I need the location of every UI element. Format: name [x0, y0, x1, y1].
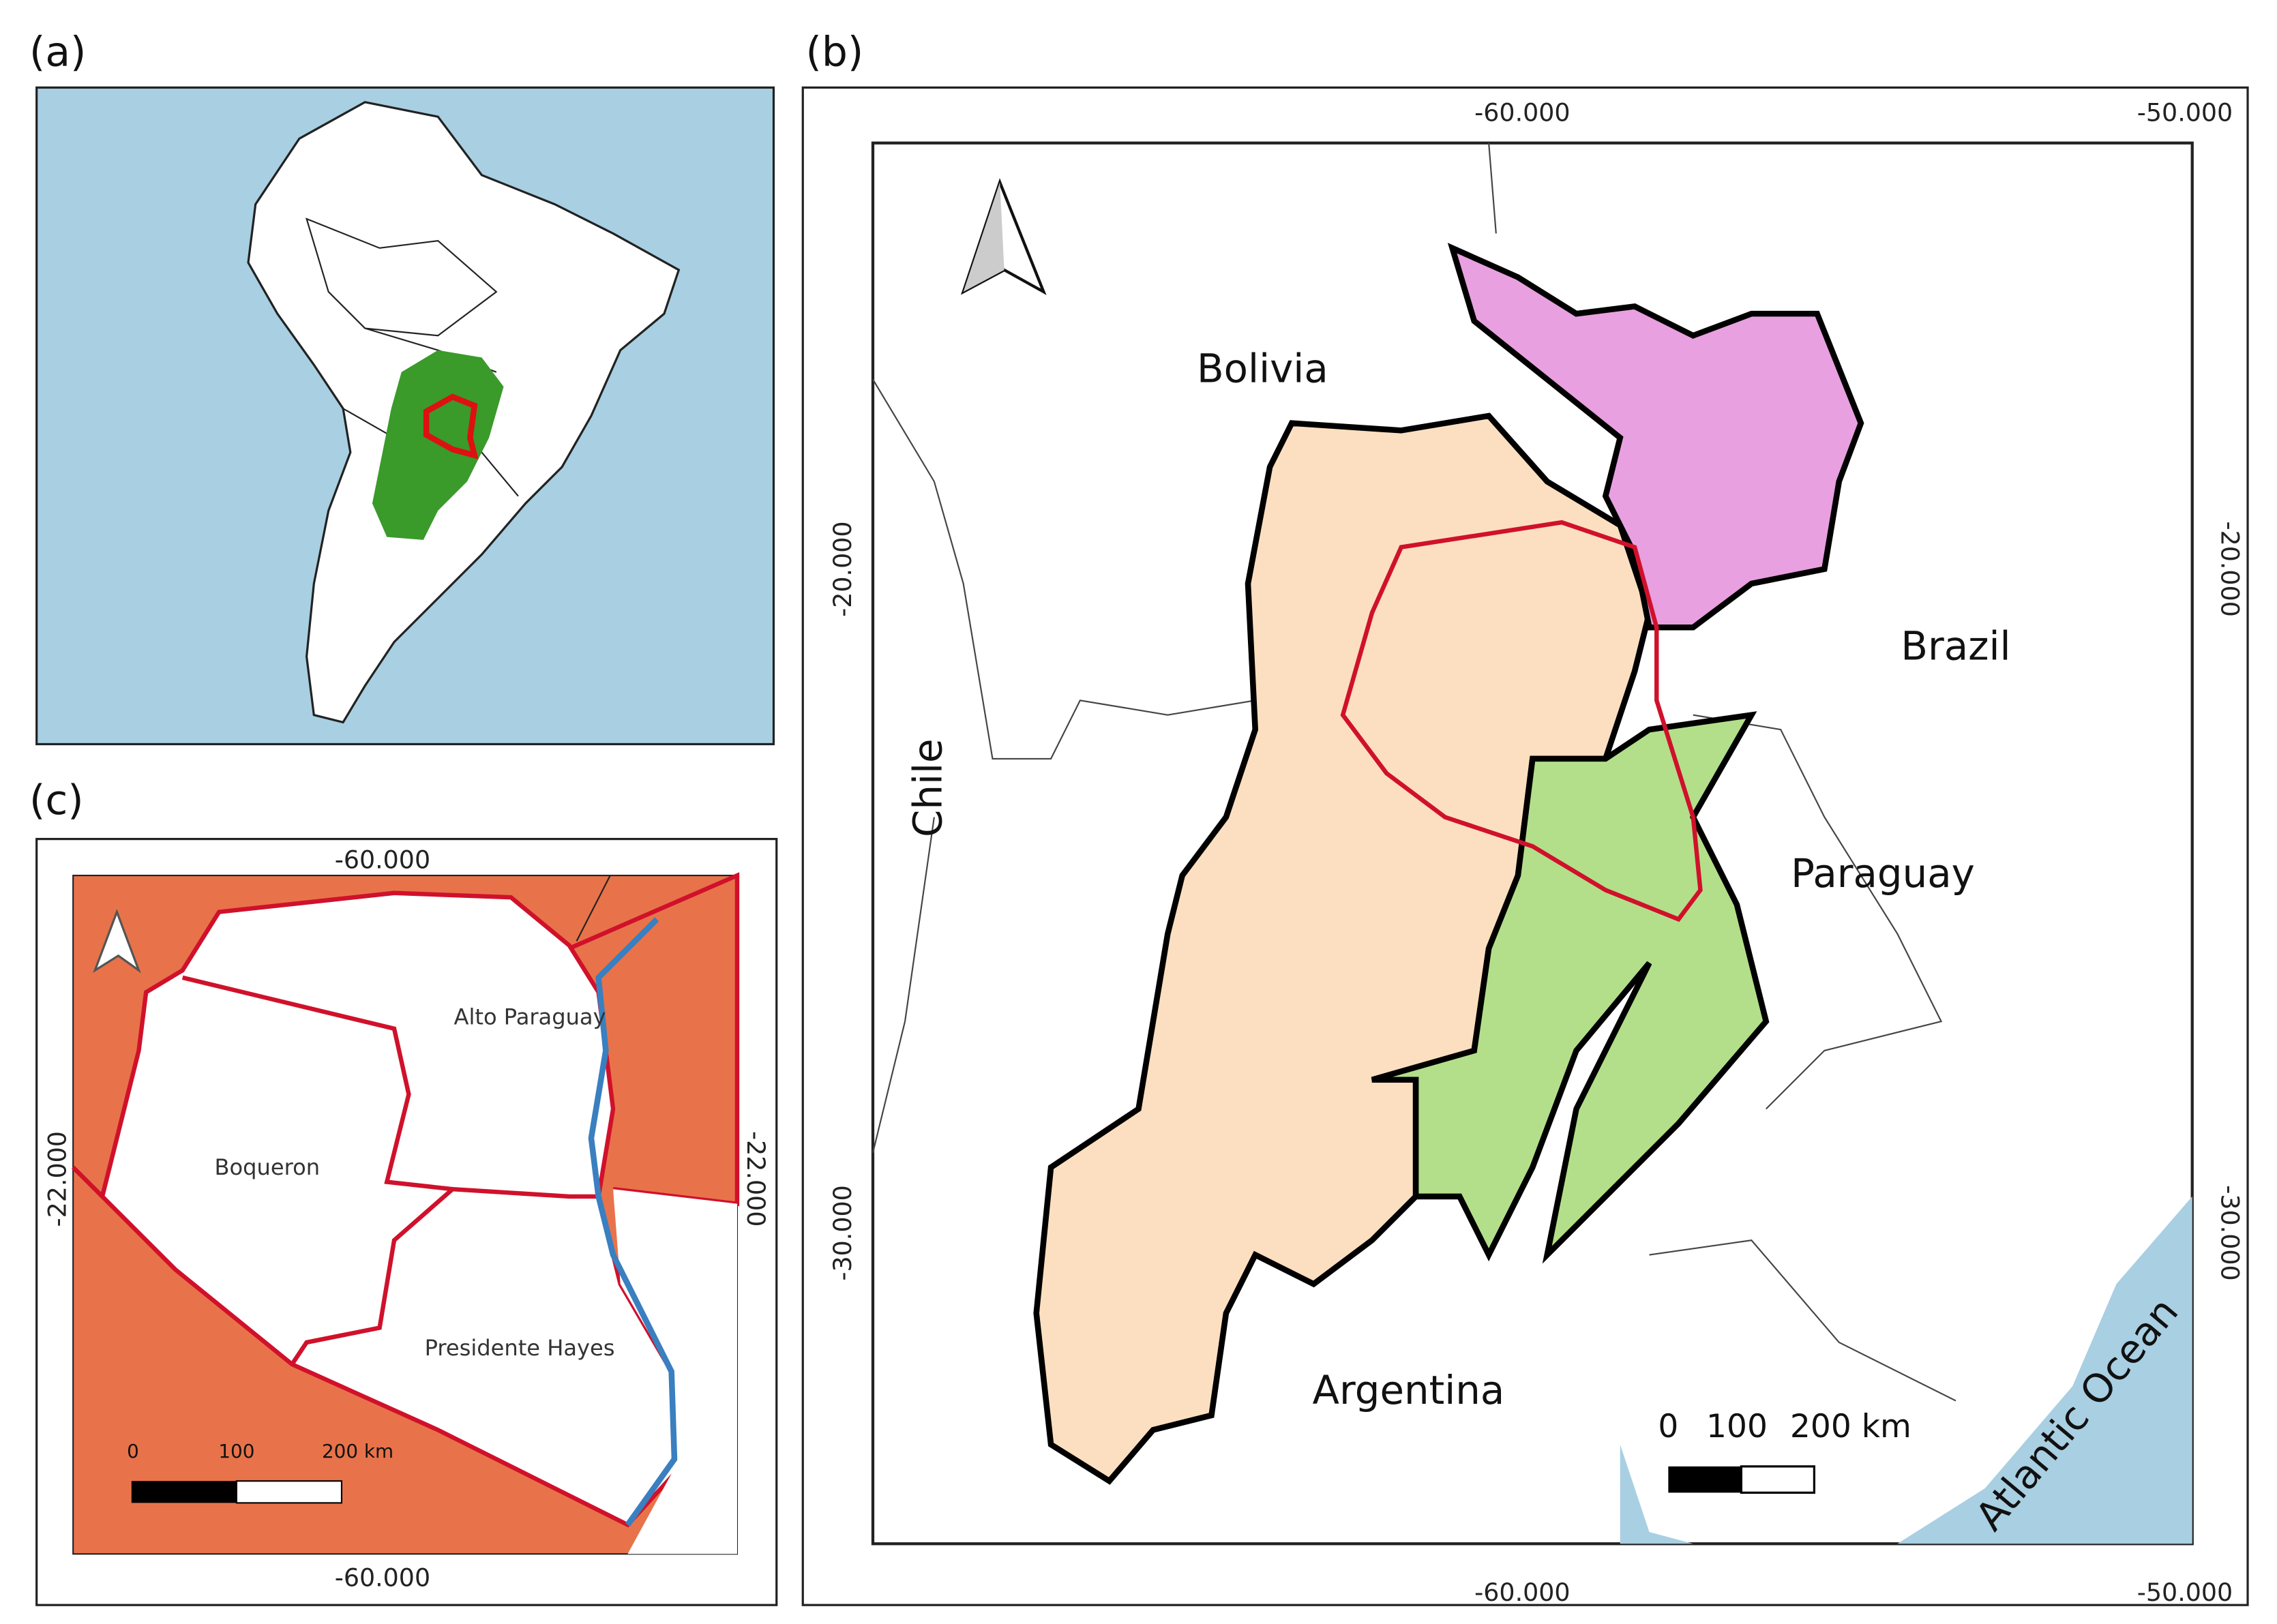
tick-label: -60.000	[1474, 1578, 1570, 1607]
scale-label: 0	[127, 1440, 139, 1462]
estuary	[1620, 1444, 1693, 1544]
tick-label: -20.000	[2216, 521, 2245, 616]
panel-b	[801, 86, 2249, 1606]
tick-label: -50.000	[2137, 1578, 2233, 1607]
place-name: Argentina	[1313, 1367, 1505, 1413]
place-name: Boqueron	[215, 1154, 321, 1180]
scale-label: 0	[1658, 1408, 1678, 1445]
scale-label: 100	[218, 1440, 254, 1462]
east-region	[613, 1189, 737, 1554]
place-name: Paraguay	[1791, 850, 1975, 897]
panel-label: (b)	[806, 28, 864, 76]
scale-label: 200 km	[322, 1440, 393, 1462]
country-borders	[872, 142, 1956, 1402]
place-name: Alto Paraguay	[453, 1004, 606, 1029]
tick-label: -60.000	[335, 845, 430, 874]
north-arrow	[93, 909, 141, 974]
gran-chaco-region	[372, 350, 504, 540]
ocean	[1897, 1196, 2192, 1544]
tick-label: -30.000	[2216, 1185, 2245, 1280]
study-area	[423, 393, 479, 460]
department-borders	[71, 872, 740, 1366]
tick-label: -50.000	[2137, 98, 2233, 127]
scale-bar-black	[1668, 1466, 1742, 1493]
panel-c	[35, 837, 778, 1606]
tick-label: -22.000	[42, 1131, 72, 1227]
scale-bar-white	[235, 1480, 343, 1504]
pantanal	[1447, 243, 1864, 631]
tick-label: -20.000	[828, 521, 857, 616]
place-name: Bolivia	[1197, 346, 1328, 392]
tick-label: -22.000	[741, 1131, 771, 1227]
north-arrow-shade	[963, 182, 1004, 292]
scale-bar-black	[131, 1481, 237, 1503]
tick-label: -30.000	[828, 1185, 857, 1280]
scale-bar-white	[1740, 1465, 1815, 1494]
tick-label: -60.000	[335, 1563, 430, 1592]
border	[576, 875, 611, 942]
place-name: Brazil	[1901, 622, 2010, 669]
scale-label: 200 km	[1790, 1408, 1911, 1445]
place-name: Presidente Hayes	[425, 1335, 615, 1361]
panel-label: (a)	[29, 28, 86, 76]
panel-a	[35, 86, 775, 746]
dry-chaco	[1033, 412, 1653, 1485]
place-name: Chile	[905, 738, 951, 837]
paraguay-river	[588, 917, 678, 1527]
tick-label: -60.000	[1474, 98, 1570, 127]
paraguayan-chaco	[1340, 520, 1703, 922]
scale-label: 100	[1706, 1408, 1768, 1445]
humid-chaco	[1371, 711, 1770, 1264]
panel-label: (c)	[29, 777, 84, 824]
